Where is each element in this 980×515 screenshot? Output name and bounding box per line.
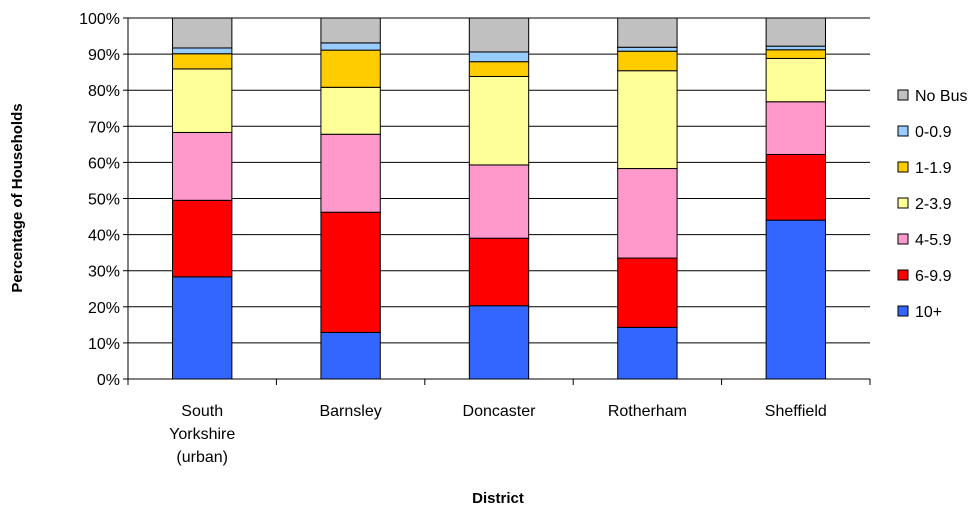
- bar-segment-no-bus: [468, 17, 530, 53]
- x-tick-label: Doncaster: [463, 403, 537, 420]
- legend-label: 2-3.9: [915, 196, 952, 213]
- bar-segment-no-bus: [320, 17, 381, 44]
- legend-swatch: [897, 197, 909, 209]
- legend-swatch: [897, 125, 909, 137]
- y-tick-label: 20%: [88, 300, 120, 317]
- bar-segment-1-1-9: [468, 61, 530, 77]
- legend-swatch: [897, 161, 909, 173]
- axes: [123, 17, 871, 385]
- bar-segment-10-: [765, 219, 826, 380]
- x-tick-label: Barnsley: [319, 403, 381, 420]
- bar-segment-6-9-9: [765, 153, 826, 221]
- bar-segment-4-5-9: [468, 164, 530, 239]
- bar-segment-10-: [617, 326, 678, 380]
- bar-segment-no-bus: [172, 17, 233, 49]
- legend-swatch: [897, 305, 909, 317]
- bar-segment-2-3-9: [765, 57, 826, 103]
- bar-segment-6-9-9: [468, 237, 530, 307]
- bar-segment-1-1-9: [172, 53, 233, 70]
- bar-segment-no-bus: [765, 17, 826, 47]
- legend-swatch: [897, 89, 909, 101]
- legend-swatch: [897, 269, 909, 281]
- bar-segment-no-bus: [617, 17, 678, 48]
- legend-label: 1-1.9: [915, 160, 952, 177]
- bar-segment-0-0-9: [617, 46, 678, 52]
- bar-segment-6-9-9: [617, 257, 678, 328]
- bar-segment-1-1-9: [765, 49, 826, 59]
- bar-segment-4-5-9: [617, 168, 678, 259]
- legend-label: 10+: [915, 304, 942, 321]
- legend-label: 6-9.9: [915, 268, 952, 285]
- y-tick-label: 40%: [88, 228, 120, 245]
- y-tick-label: 0%: [97, 372, 120, 389]
- bar-segment-2-3-9: [172, 68, 233, 133]
- x-tick-label: Sheffield: [765, 403, 827, 420]
- x-tick-labels: South Yorkshire (urban) Barnsley Doncaster Ro…: [169, 403, 827, 466]
- bar-segment-2-3-9: [468, 75, 530, 166]
- bar-segment-2-3-9: [320, 86, 381, 135]
- bar-segment-4-5-9: [172, 131, 233, 201]
- bar-segment-4-5-9: [765, 101, 826, 155]
- y-tick-label: 80%: [88, 83, 120, 100]
- bar-segment-0-0-9: [765, 45, 826, 51]
- y-tick-label: 100%: [79, 11, 120, 28]
- y-tick-label: 30%: [88, 264, 120, 281]
- bar-segment-0-0-9: [468, 51, 530, 63]
- bar-segment-1-1-9: [320, 49, 381, 88]
- x-axis-title: District: [472, 490, 524, 507]
- bar-segment-0-0-9: [320, 42, 381, 51]
- x-tick-label: (urban): [176, 449, 228, 466]
- bar-segment-10-: [320, 331, 381, 380]
- bar-segment-10-: [172, 276, 233, 380]
- y-tick-label: 90%: [88, 47, 120, 64]
- bar-segment-6-9-9: [320, 211, 381, 333]
- legend-label: No Bus: [915, 88, 967, 105]
- y-tick-label: 10%: [88, 336, 120, 353]
- y-tick-label: 60%: [88, 155, 120, 172]
- legend-label: 0-0.9: [915, 124, 952, 141]
- legend-label: 4-5.9: [915, 232, 952, 249]
- bar-segment-0-0-9: [172, 47, 233, 55]
- y-tick-label: 50%: [88, 192, 120, 209]
- bar-segment-1-1-9: [617, 50, 678, 72]
- bars: [172, 17, 826, 380]
- x-tick-label: Rotherham: [608, 403, 687, 420]
- bar-segment-10-: [468, 305, 530, 380]
- legend-swatch: [897, 233, 909, 245]
- bar-segment-6-9-9: [172, 199, 233, 278]
- y-tick-labels: 0% 10% 20% 30% 40% 50% 60% 70% 80% 90% 100%: [79, 11, 120, 389]
- x-tick-label: Yorkshire: [169, 426, 235, 443]
- y-tick-label: 70%: [88, 119, 120, 136]
- legend: No Bus 0-0.9 1-1.9 2-3.9 4-5.9 6-9.9 10+: [897, 88, 967, 321]
- x-tick-label: South: [181, 403, 223, 420]
- y-axis-title: Percentage of Households: [9, 103, 26, 292]
- bar-segment-4-5-9: [320, 133, 381, 213]
- bar-segment-2-3-9: [617, 70, 678, 170]
